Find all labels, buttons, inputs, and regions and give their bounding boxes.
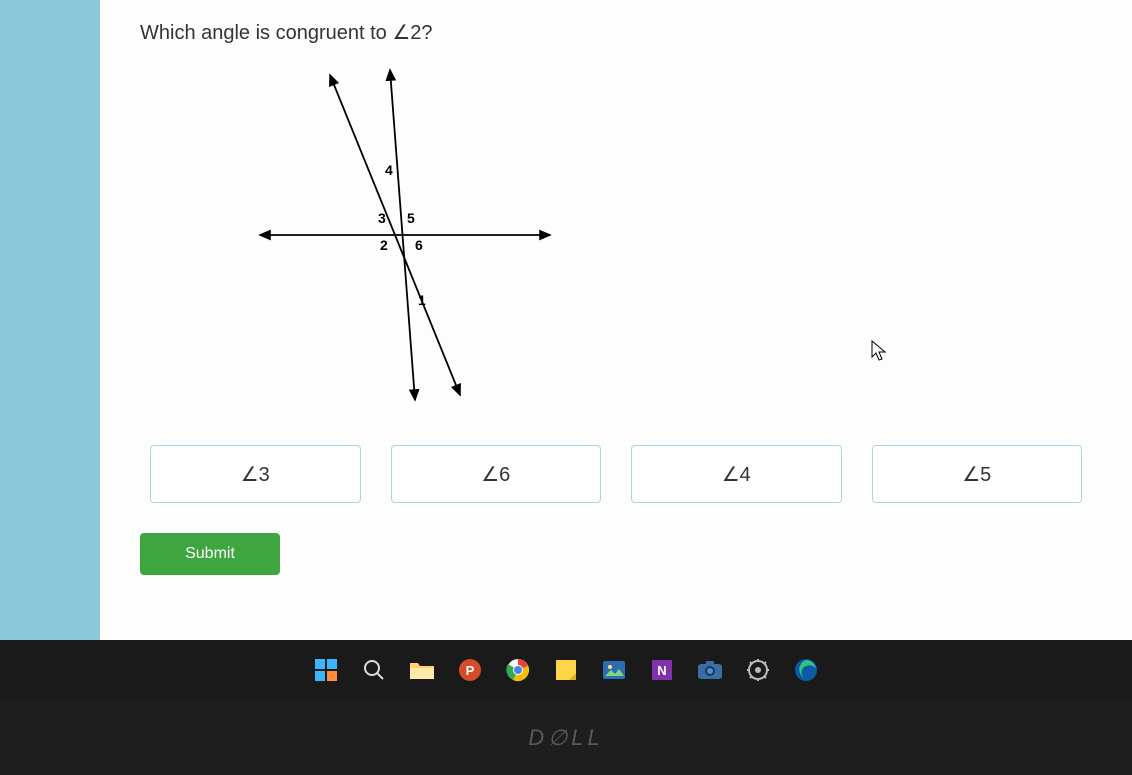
settings-icon[interactable] xyxy=(743,655,773,685)
search-icon[interactable] xyxy=(359,655,389,685)
answer-option-3[interactable]: ∠4 xyxy=(631,445,842,503)
answer-option-1[interactable]: ∠3 xyxy=(150,445,361,503)
answer-option-4[interactable]: ∠5 xyxy=(872,445,1083,503)
submit-button[interactable]: Submit xyxy=(140,533,280,575)
left-sidebar xyxy=(0,0,100,640)
monitor-brand: D∅LL xyxy=(528,725,604,751)
photos-icon[interactable] xyxy=(599,655,629,685)
svg-text:5: 5 xyxy=(407,210,415,226)
question-card: Which angle is congruent to ∠2? 4 3 5 2 6 1 ∠… xyxy=(100,0,1132,640)
svg-text:6: 6 xyxy=(415,237,423,253)
diagram-svg: 4 3 5 2 6 1 xyxy=(200,55,600,415)
windows-taskbar: P N xyxy=(0,640,1132,700)
monitor-bezel: D∅LL xyxy=(0,700,1132,775)
answer-label: ∠5 xyxy=(962,462,991,487)
answer-option-2[interactable]: ∠6 xyxy=(391,445,602,503)
svg-text:N: N xyxy=(657,663,666,678)
svg-text:4: 4 xyxy=(385,162,393,178)
edge-icon[interactable] xyxy=(791,655,821,685)
svg-text:P: P xyxy=(466,663,475,678)
sticky-notes-icon[interactable] xyxy=(551,655,581,685)
mouse-cursor xyxy=(870,340,888,364)
svg-text:2: 2 xyxy=(380,237,388,253)
svg-text:1: 1 xyxy=(418,292,426,308)
answer-label: ∠4 xyxy=(722,462,751,487)
chrome-icon[interactable] xyxy=(503,655,533,685)
answer-label: ∠6 xyxy=(481,462,510,487)
explorer-icon[interactable] xyxy=(407,655,437,685)
angle-diagram: 4 3 5 2 6 1 xyxy=(200,55,600,415)
svg-text:3: 3 xyxy=(378,210,386,226)
answer-label: ∠3 xyxy=(241,462,270,487)
powerpoint-icon[interactable]: P xyxy=(455,655,485,685)
start-icon[interactable] xyxy=(311,655,341,685)
onenote-icon[interactable]: N xyxy=(647,655,677,685)
camera-icon[interactable] xyxy=(695,655,725,685)
screen-area: Which angle is congruent to ∠2? 4 3 5 2 6 1 ∠… xyxy=(0,0,1132,640)
question-prompt: Which angle is congruent to ∠2? xyxy=(140,20,1092,45)
answer-options: ∠3 ∠6 ∠4 ∠5 xyxy=(140,445,1092,503)
